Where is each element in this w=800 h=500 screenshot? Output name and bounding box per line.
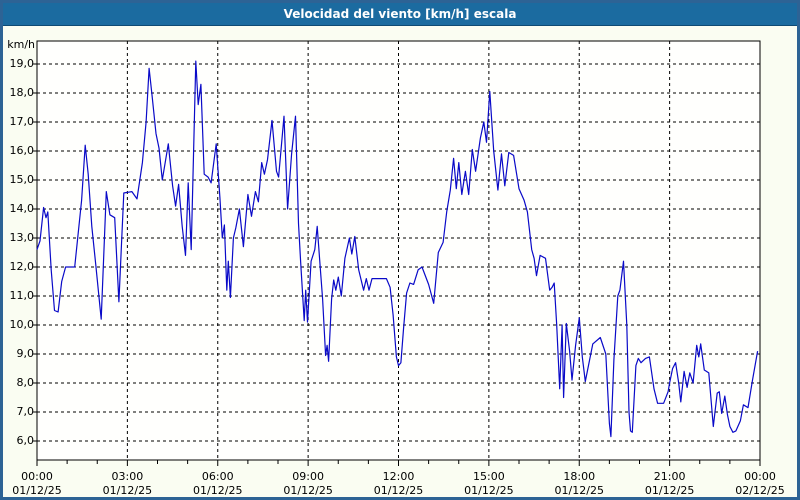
x-tick-date-label: 02/12/25 <box>735 484 785 497</box>
wind-speed-chart <box>33 40 761 466</box>
x-tick-date-label: 01/12/25 <box>644 484 695 497</box>
y-tick-label: 7,0 <box>16 405 35 418</box>
x-tick-date-label: 01/12/25 <box>464 484 514 497</box>
x-tick-date-label: 01/12/25 <box>554 484 604 497</box>
y-tick-label: 13,0 <box>9 231 35 244</box>
x-tick-time-label: 12:00 <box>382 470 415 483</box>
y-axis-unit-label: km/h <box>7 38 35 51</box>
y-tick-label: 6,0 <box>16 434 35 447</box>
x-tick-time-label: 06:00 <box>201 470 234 483</box>
x-tick-time-label: 15:00 <box>473 470 505 483</box>
y-tick-label: 14,0 <box>9 202 35 215</box>
y-tick-label: 15,0 <box>9 173 35 186</box>
y-tick-label: 12,0 <box>9 260 35 273</box>
window-title: Velocidad del viento [km/h] escala <box>283 7 517 21</box>
y-tick-label: 11,0 <box>9 289 35 302</box>
x-tick-time-label: 18:00 <box>563 470 596 483</box>
window-title-bar: Velocidad del viento [km/h] escala <box>3 3 797 26</box>
x-tick-date-label: 01/12/25 <box>102 484 153 497</box>
x-tick-time-label: 03:00 <box>111 470 144 483</box>
wind-speed-line <box>36 60 759 438</box>
x-tick-date-label: 01/12/25 <box>373 484 424 497</box>
x-tick-time-label: 21:00 <box>653 470 686 483</box>
x-tick-date-label: 01/12/25 <box>283 484 333 497</box>
y-tick-label: 8,0 <box>16 376 35 389</box>
y-tick-label: 16,0 <box>9 144 35 157</box>
y-tick-label: 19,0 <box>9 57 35 70</box>
x-tick-date-label: 01/12/25 <box>12 484 62 497</box>
x-tick-date-label: 01/12/25 <box>193 484 243 497</box>
x-tick-time-label: 09:00 <box>292 470 324 483</box>
x-tick-time-label: 00:00 <box>744 470 776 483</box>
y-tick-label: 18,0 <box>9 86 35 99</box>
plot-wrapper: km/h 19,0 18,0 17,0 16,0 15,0 14,0 13,0 12,0 11,… <box>3 3 797 497</box>
y-tick-label: 9,0 <box>16 347 35 360</box>
x-tick-time-label: 00:00 <box>21 470 53 483</box>
y-tick-label: 10,0 <box>9 318 35 331</box>
y-tick-label: 17,0 <box>9 115 35 128</box>
